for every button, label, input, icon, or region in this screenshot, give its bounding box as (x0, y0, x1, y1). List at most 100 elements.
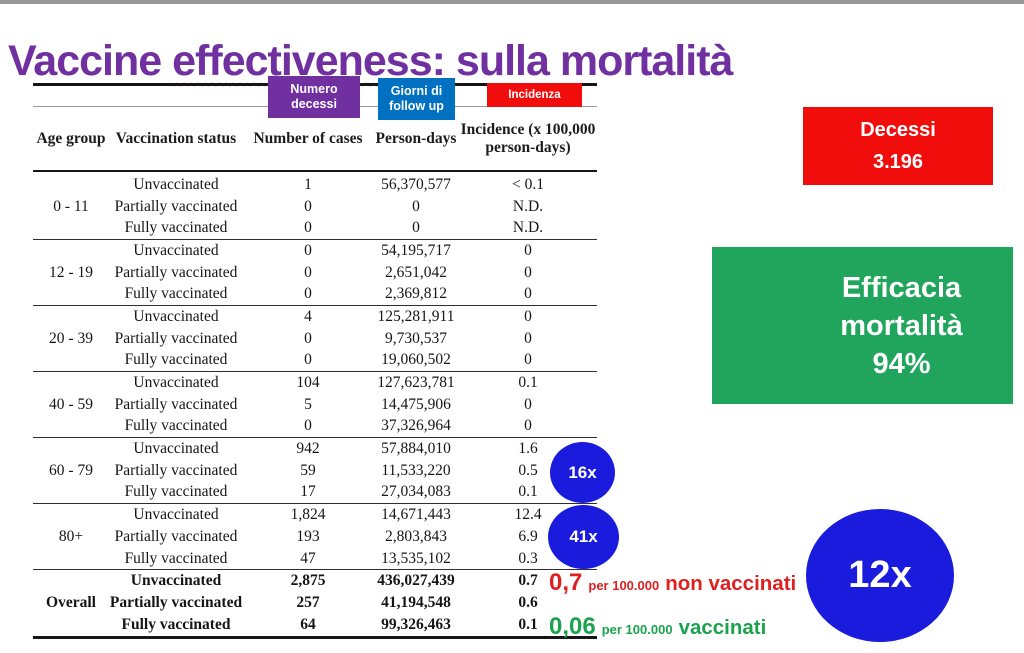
table-group-overall: Overall Unvaccinated 2,875 436,027,439 0.7 Pa… (33, 569, 597, 635)
age-group-label: 60 - 79 (49, 461, 93, 479)
cell-vaccination-status: Unvaccinated (133, 374, 219, 392)
cell-incidence: 0.3 (518, 549, 538, 567)
cell-number-of-cases: 193 (296, 527, 320, 545)
cell-incidence: 0.6 (518, 593, 538, 611)
cell-number-of-cases: 0 (304, 329, 312, 347)
cell-vaccination-status: Fully vaccinated (121, 615, 231, 633)
table-row: Partially vaccinated 5 14,475,906 0 (109, 394, 597, 416)
deaths-total-badge: Decessi 3.196 (803, 107, 993, 185)
table-group-80+: 80+ Unvaccinated 1,824 14,671,443 12.4 Partia… (33, 503, 597, 569)
cell-incidence: 0.1 (518, 483, 538, 501)
table-row: Unvaccinated 4 125,281,911 0 (109, 306, 597, 328)
cell-number-of-cases: 1 (304, 175, 312, 193)
table-body: 0 - 11 Unvaccinated 1 56,370,577 < 0.1 Partia… (33, 174, 597, 635)
header-incidence: Incidence (x 100,000 person-days) (460, 120, 596, 156)
efficacy-line3: 94% (872, 347, 931, 380)
cell-vaccination-status: Fully vaccinated (124, 483, 228, 501)
table-row: Fully vaccinated 0 37,326,964 0 (109, 416, 597, 438)
table-group-40-59: 40 - 59 Unvaccinated 104 127,623,781 0.1 Part… (33, 371, 597, 437)
ratio-circle-60-79-label: 16x (568, 462, 597, 482)
cell-person-days: 2,369,812 (385, 285, 447, 303)
table-row: Fully vaccinated 0 19,060,502 0 (109, 350, 597, 372)
cell-person-days: 436,027,439 (377, 572, 455, 590)
cell-vaccination-status: Partially vaccinated (114, 263, 238, 281)
cell-incidence: 0 (524, 395, 532, 413)
age-group-label: 40 - 59 (49, 395, 93, 413)
group-rows: Unvaccinated 1 56,370,577 < 0.1 Partially va… (109, 174, 597, 239)
vaccinated-incidence-label: vaccinati (678, 616, 767, 639)
cell-person-days: 2,803,843 (385, 527, 447, 545)
cell-number-of-cases: 0 (304, 351, 312, 369)
table-row: Fully vaccinated 0 0 N.D. (109, 217, 597, 239)
cell-vaccination-status: Partially vaccinated (114, 461, 238, 479)
unvaccinated-incidence-label: non vaccinati (665, 572, 797, 595)
cell-number-of-cases: 47 (300, 549, 316, 567)
age-group-label: Overall (46, 593, 96, 611)
cell-number-of-cases: 0 (304, 219, 312, 237)
cell-person-days: 27,034,083 (381, 483, 451, 501)
cell-incidence: N.D. (512, 219, 544, 237)
cell-number-of-cases: 942 (296, 440, 320, 458)
cell-number-of-cases: 0 (304, 197, 312, 215)
cell-vaccination-status: Fully vaccinated (124, 351, 228, 369)
table-row: Partially vaccinated 0 9,730,537 0 (109, 328, 597, 350)
ratio-circle-60-79: 16x (550, 442, 615, 503)
cell-vaccination-status: Unvaccinated (133, 440, 219, 458)
cell-vaccination-status: Unvaccinated (133, 241, 219, 259)
cell-vaccination-status: Partially vaccinated (114, 329, 238, 347)
slide-title: Vaccine effectiveness: sulla mortalità (8, 37, 1008, 86)
cell-person-days: 41,194,548 (381, 593, 451, 611)
cell-person-days: 99,326,463 (381, 615, 451, 633)
followup-days-callout: Giorni di follow up (378, 78, 455, 120)
cell-person-days: 127,623,781 (377, 374, 455, 392)
cell-incidence: 12.4 (514, 506, 542, 524)
cell-incidence: 1.6 (518, 440, 538, 458)
cell-number-of-cases: 2,875 (290, 572, 326, 590)
cell-incidence: 0 (524, 307, 532, 325)
followup-days-callout-line2: follow up (389, 99, 444, 113)
vaccinated-incidence-unit: per 100.000 (601, 622, 673, 637)
ratio-circle-overall: 12x (806, 509, 954, 642)
table-header-row: Age group Vaccination status Number of c… (33, 107, 597, 170)
vaccinated-incidence-value: 0,06 (549, 613, 596, 640)
cell-vaccination-status: Fully vaccinated (124, 285, 228, 303)
cell-vaccination-status: Partially vaccinated (114, 527, 238, 545)
table-header-bottom-rule (33, 170, 597, 172)
efficacy-line1: Efficacia (841, 271, 962, 304)
cell-incidence: 0 (524, 417, 532, 435)
vaccinated-incidence-annotation: 0,06 per 100.000 vaccinati (549, 613, 766, 641)
header-age-group: Age group (36, 129, 106, 147)
cell-vaccination-status: Unvaccinated (130, 572, 222, 590)
title-pre: Vaccine (8, 36, 162, 85)
cell-incidence: 0.5 (518, 461, 538, 479)
table-row: Fully vaccinated 47 13,535,102 0.3 (109, 548, 597, 570)
cell-person-days: 14,475,906 (381, 395, 451, 413)
cell-person-days: 13,535,102 (381, 549, 451, 567)
cell-number-of-cases: 17 (300, 483, 316, 501)
unvaccinated-incidence-annotation: 0,7 per 100.000 non vaccinati (549, 569, 796, 597)
ratio-circle-80plus-label: 41x (569, 527, 598, 546)
cell-incidence: < 0.1 (512, 175, 544, 193)
table-row: Unvaccinated 1 56,370,577 < 0.1 (109, 174, 597, 196)
cell-person-days: 11,533,220 (381, 461, 451, 479)
cell-person-days: 125,281,911 (377, 307, 455, 325)
table-row: Unvaccinated 1,824 14,671,443 12.4 (109, 504, 597, 526)
header-number-of-cases: Number of cases (253, 129, 363, 147)
cell-incidence: 0.1 (518, 374, 538, 392)
table-row: Fully vaccinated 64 99,326,463 0.1 (109, 614, 597, 636)
deaths-count-callout-line2: decessi (291, 97, 337, 111)
cell-vaccination-status: Fully vaccinated (124, 549, 228, 567)
cell-incidence: 0 (524, 285, 532, 303)
incidence-callout: Incidenza (487, 83, 582, 107)
cell-incidence: 0 (524, 351, 532, 369)
cell-incidence: 0 (524, 241, 532, 259)
header-person-days: Person-days (375, 129, 457, 147)
table-row: Fully vaccinated 17 27,034,083 0.1 (109, 482, 597, 504)
title-post: : sulla mortalità (431, 36, 734, 85)
table-group-12-19: 12 - 19 Unvaccinated 0 54,195,717 0 Partially… (33, 239, 597, 305)
cell-incidence: 0 (524, 329, 532, 347)
cell-number-of-cases: 1,824 (290, 506, 326, 524)
table-row: Unvaccinated 942 57,884,010 1.6 (109, 438, 597, 460)
table-bottom-rule (33, 636, 597, 639)
cell-vaccination-status: Fully vaccinated (124, 219, 228, 237)
